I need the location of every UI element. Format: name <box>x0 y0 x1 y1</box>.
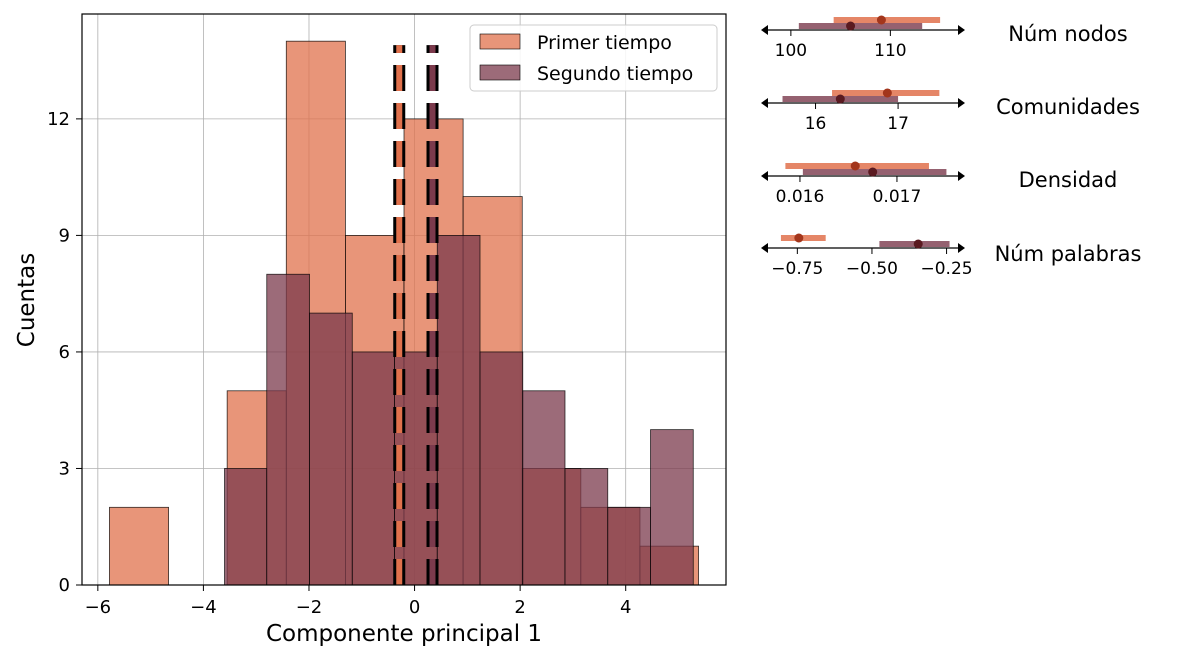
legend-swatch-primer <box>479 33 521 50</box>
panel-num-nodos: 100 110 <box>761 15 965 61</box>
legend-label-primer: Primer tiempo <box>537 32 672 54</box>
axis-arrow-left <box>761 243 768 253</box>
x-axis-ticks: −6 −4 −2 0 2 4 <box>85 585 631 618</box>
dot-interval-panels: Núm nodos Comunidades Densidad Núm palab… <box>761 15 1142 279</box>
y-tick-label: 9 <box>59 225 70 246</box>
y-tick-label: 12 <box>47 109 70 130</box>
y-tick-label: 0 <box>59 575 70 596</box>
panel-tick-label: −0.75 <box>771 259 823 279</box>
panel-tick-label: 0.017 <box>873 187 922 207</box>
panel-label-num-palabras: Núm palabras <box>995 242 1142 266</box>
axis-arrow-left <box>761 171 768 181</box>
x-tick-label: 2 <box>514 597 525 618</box>
panel-tick-label: −0.50 <box>846 259 898 279</box>
interval-segundo-tiempo <box>798 23 923 29</box>
bar-segundo-tiempo <box>479 351 524 586</box>
mean-dot-primer-tiempo <box>850 161 860 171</box>
panel-tick-label: 17 <box>887 114 909 134</box>
axis-arrow-left <box>761 25 768 35</box>
panel-num-palabras: −0.75 −0.50 −0.25 <box>761 233 973 279</box>
x-tick-label: 4 <box>620 597 631 618</box>
panel-tick-label: 110 <box>874 41 906 61</box>
mean-dot-segundo-tiempo <box>835 94 845 104</box>
bar-segundo-tiempo <box>309 312 353 586</box>
bar-segundo-tiempo <box>607 506 651 586</box>
axis-arrow-right <box>958 171 965 181</box>
panel-tick-label: 0.016 <box>776 187 825 207</box>
mean-dot-segundo-tiempo <box>868 167 878 177</box>
mean-dot-primer-tiempo <box>882 88 892 98</box>
y-tick-label: 6 <box>59 342 70 363</box>
x-tick-label: −4 <box>190 597 217 618</box>
y-axis-ticks: 0 3 6 9 12 <box>47 109 82 596</box>
panel-label-comunidades: Comunidades <box>996 95 1140 119</box>
panel-comunidades: 16 17 <box>761 88 965 134</box>
bar-segundo-tiempo <box>522 390 566 586</box>
interval-primer-tiempo <box>833 17 941 23</box>
y-axis-label: Cuentas <box>14 253 40 347</box>
bar-primer-tiempo <box>109 506 169 586</box>
panel-densidad: 0.016 0.017 <box>761 161 965 207</box>
bar-segundo-tiempo <box>650 429 694 586</box>
axis-arrow-right <box>958 25 965 35</box>
x-tick-label: −6 <box>85 597 112 618</box>
mean-dot-primer-tiempo <box>794 233 804 243</box>
axis-arrow-right <box>958 98 965 108</box>
bar-segundo-tiempo <box>564 468 609 586</box>
panel-tick-label: 100 <box>775 41 807 61</box>
panel-tick-label: 16 <box>805 114 827 134</box>
mean-dot-primer-tiempo <box>876 15 886 25</box>
series-segundo-tiempo <box>224 235 694 586</box>
panel-label-densidad: Densidad <box>1019 168 1118 192</box>
legend-label-segundo: Segundo tiempo <box>537 63 693 85</box>
x-tick-label: 0 <box>409 597 420 618</box>
mean-lines <box>393 45 439 585</box>
y-tick-label: 3 <box>59 458 70 479</box>
bar-segundo-tiempo <box>224 468 268 586</box>
bar-segundo-tiempo <box>436 235 481 586</box>
panel-tick-label: −0.25 <box>921 259 973 279</box>
panel-label-num-nodos: Núm nodos <box>1008 22 1127 46</box>
mean-dot-segundo-tiempo <box>846 21 856 31</box>
bar-segundo-tiempo <box>351 351 395 586</box>
x-axis-label: Componente principal 1 <box>266 621 542 647</box>
plot-frame <box>81 13 727 586</box>
legend-box <box>469 24 718 92</box>
legend: Primer tiempo Segundo tiempo <box>469 24 718 92</box>
axis-arrow-left <box>761 98 768 108</box>
bar-segundo-tiempo <box>266 273 310 586</box>
x-tick-label: −2 <box>296 597 323 618</box>
mean-dot-segundo-tiempo <box>913 239 923 249</box>
axis-arrow-right <box>958 243 965 253</box>
legend-swatch-segundo <box>479 64 521 81</box>
